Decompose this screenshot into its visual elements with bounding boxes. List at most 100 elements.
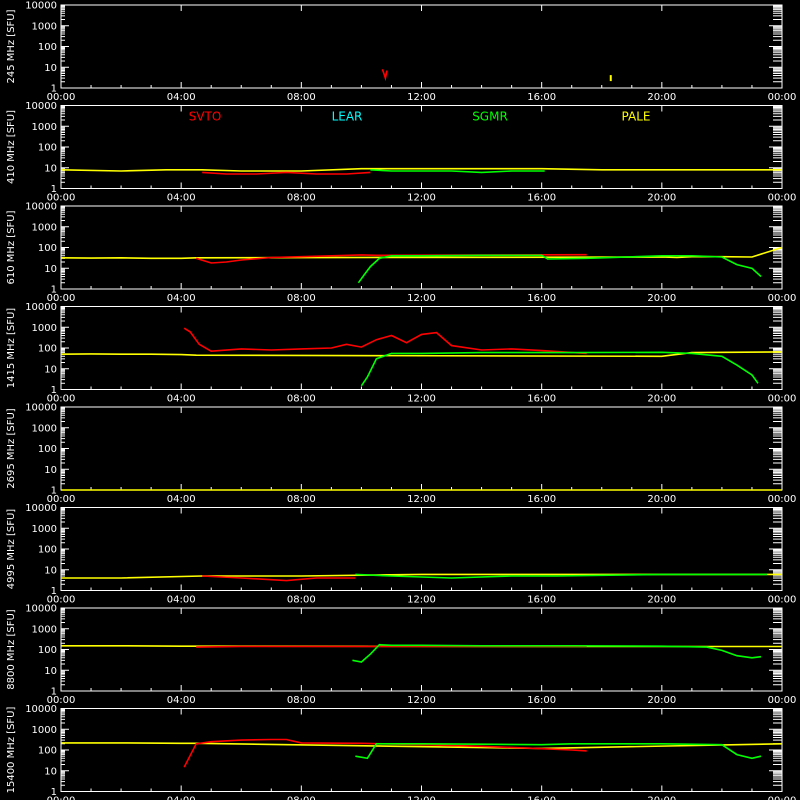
panel-1: 1 10 100 1000 10000 00:00 04:00 08:00 12:00 16:00… [6, 101, 796, 204]
x-tick-label: 00:00 [768, 92, 797, 103]
x-tick-label: 16:00 [527, 595, 556, 606]
series-svto [183, 327, 587, 355]
panel-5: 1 10 100 1000 10000 00:00 04:00 08:00 12:00 16:00… [6, 503, 796, 606]
x-tick-label: 00:00 [768, 193, 797, 204]
x-tick-label: 12:00 [407, 92, 436, 103]
x-tick-label: 00:00 [768, 394, 797, 405]
x-tick-label: 00:00 [768, 494, 797, 505]
x-tick-label: 12:00 [407, 193, 436, 204]
series-svto [196, 645, 587, 648]
y-tick-label: 1 [51, 385, 57, 396]
y-tick-label: 10 [44, 264, 57, 275]
x-tick-label: 20:00 [647, 293, 676, 304]
legend-lear: LEAR [332, 110, 363, 124]
panel-frame [60, 205, 783, 290]
x-tick-label: 00:00 [47, 595, 76, 606]
y-tick-label: 10 [44, 666, 57, 677]
y-tick-label: 10000 [25, 302, 57, 313]
series-sgmr [370, 169, 545, 174]
series-pale [609, 75, 612, 82]
y-tick-label: 10000 [25, 202, 57, 213]
y-tick-label: 1000 [32, 21, 57, 32]
x-tick-label: 08:00 [287, 92, 316, 103]
y-tick-label: 100 [38, 243, 57, 254]
y-tick-label: 1 [51, 285, 57, 296]
y-tick-label: 1000 [32, 624, 57, 635]
legend-pale: PALE [622, 110, 651, 124]
panel-frame [60, 4, 783, 89]
x-tick-label: 08:00 [287, 494, 316, 505]
y-axis-label: 410 MHz [SFU] [6, 110, 17, 184]
y-tick-label: 1000 [32, 122, 57, 133]
x-tick-label: 08:00 [287, 293, 316, 304]
y-tick-label: 1000 [32, 222, 57, 233]
x-tick-label: 00:00 [47, 796, 76, 800]
x-tick-label: 12:00 [407, 494, 436, 505]
y-tick-label: 100 [38, 42, 57, 53]
series-sgmr [355, 742, 762, 760]
x-tick-label: 08:00 [287, 394, 316, 405]
panel-frame [60, 607, 783, 692]
y-tick-label: 10000 [25, 1, 57, 12]
y-tick-label: 10000 [25, 403, 57, 414]
y-tick-label: 10000 [25, 604, 57, 615]
y-tick-label: 10 [44, 63, 57, 74]
y-tick-label: 100 [38, 545, 57, 556]
x-tick-label: 08:00 [287, 796, 316, 800]
x-tick-label: 04:00 [167, 394, 196, 405]
y-axis-label: 1415 MHz [SFU] [6, 308, 17, 389]
y-tick-label: 1 [51, 586, 57, 597]
y-tick-label: 1000 [32, 323, 57, 334]
panel-frame [60, 708, 783, 792]
y-tick-label: 100 [38, 444, 57, 455]
x-tick-label: 12:00 [407, 595, 436, 606]
x-tick-label: 04:00 [167, 293, 196, 304]
y-axis-label: 245 MHz [SFU] [6, 9, 17, 83]
y-axis-label: 610 MHz [SFU] [6, 210, 17, 284]
x-tick-label: 00:00 [47, 293, 76, 304]
series-pale [61, 742, 783, 750]
series-svto [381, 69, 388, 82]
x-tick-label: 04:00 [167, 595, 196, 606]
x-tick-label: 16:00 [527, 494, 556, 505]
x-tick-label: 16:00 [527, 193, 556, 204]
series-sgmr [357, 254, 762, 284]
x-tick-label: 00:00 [47, 394, 76, 405]
x-tick-label: 04:00 [167, 193, 196, 204]
legend-sgmr: SGMR [472, 110, 508, 124]
x-tick-label: 04:00 [167, 796, 196, 800]
y-tick-label: 1 [51, 486, 57, 497]
y-tick-label: 10000 [25, 704, 57, 715]
y-tick-label: 1 [51, 687, 57, 698]
y-axis-label: 15400 MHz [SFU] [6, 707, 17, 794]
x-tick-label: 12:00 [407, 695, 436, 706]
x-tick-label: 20:00 [647, 595, 676, 606]
x-tick-label: 00:00 [768, 796, 797, 800]
y-tick-label: 1000 [32, 725, 57, 736]
series-svto [202, 575, 356, 582]
x-tick-label: 16:00 [527, 293, 556, 304]
y-tick-label: 100 [38, 645, 57, 656]
panel-6: 1 10 100 1000 10000 00:00 04:00 08:00 12:00 16:00… [6, 604, 796, 707]
x-tick-label: 00:00 [768, 595, 797, 606]
series-sgmr [352, 643, 762, 663]
x-tick-label: 08:00 [287, 193, 316, 204]
x-tick-label: 00:00 [47, 695, 76, 706]
series-svto [195, 253, 587, 264]
y-tick-label: 10 [44, 766, 57, 777]
y-axis-label: 8800 MHz [SFU] [6, 609, 17, 690]
panel-0: 1 10 100 1000 10000 00:00 04:00 08:00 12:00 16:00… [6, 1, 796, 104]
series-pale [60, 167, 782, 172]
x-tick-label: 20:00 [647, 796, 676, 800]
panel-4: 1 10 100 1000 10000 00:00 04:00 08:00 12:00 16:00… [6, 403, 796, 506]
x-tick-label: 00:00 [768, 293, 797, 304]
panel-7: 1 10 100 1000 10000 00:00 04:00 08:00 12:00 16:00… [6, 704, 796, 800]
y-tick-label: 1000 [32, 423, 57, 434]
x-tick-label: 20:00 [647, 394, 676, 405]
x-tick-label: 16:00 [527, 796, 556, 800]
y-tick-label: 1 [51, 84, 57, 95]
x-tick-label: 16:00 [527, 92, 556, 103]
panel-frame [60, 306, 783, 390]
x-tick-label: 20:00 [647, 494, 676, 505]
